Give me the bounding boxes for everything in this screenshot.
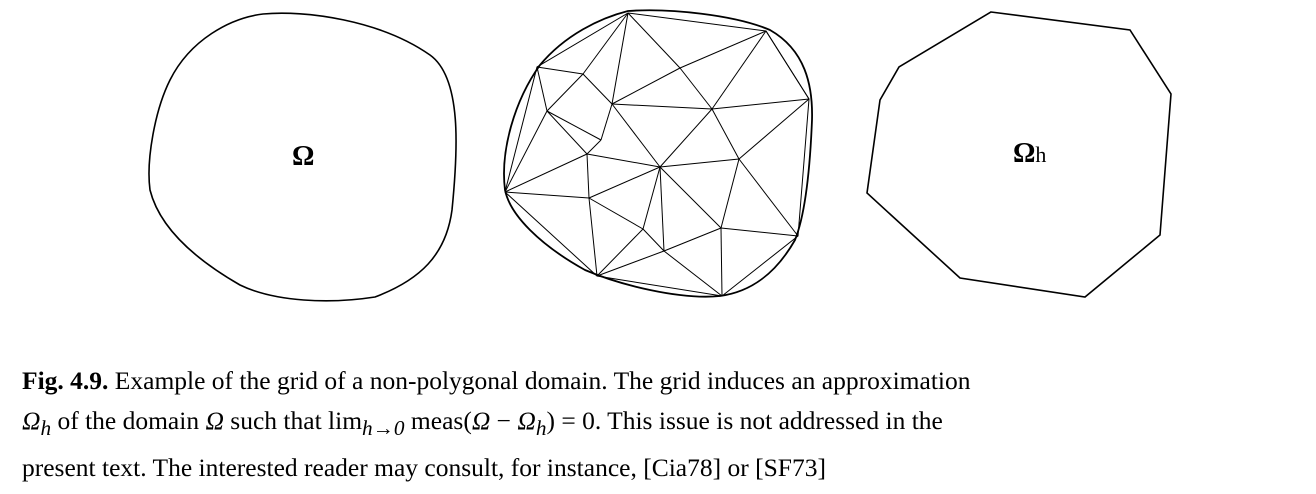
caption-minus: −	[490, 406, 518, 435]
caption-omega-h: Ω	[22, 406, 41, 435]
omega-label: Ω	[292, 141, 314, 172]
caption-meas-omega: Ω	[471, 406, 491, 435]
caption-line2-text1: of the domain	[51, 406, 206, 435]
domain-omega-h-outline	[866, 11, 1172, 298]
caption-meas-h-sub: h	[535, 416, 547, 441]
caption-line1-text: Example of the grid of a non-polygonal d…	[108, 366, 971, 395]
omega-h-label-sub: h	[1035, 142, 1046, 167]
caption-lim: lim	[328, 406, 363, 435]
caption-line-1: Fig. 4.9. Example of the grid of a non-p…	[22, 361, 1312, 401]
caption-eq: ) = 0	[546, 406, 595, 435]
caption-meas: meas(	[404, 406, 472, 435]
caption-lim-sub: h→0	[362, 416, 405, 441]
omega-h-label: Ωh	[1013, 138, 1046, 169]
omega-h-label-main: Ω	[1013, 138, 1035, 169]
caption-omega-h-sub: h	[40, 416, 52, 441]
figure-illustration: Ω	[148, 9, 1172, 302]
caption-meas-omega-h: Ω	[517, 406, 536, 435]
caption-line-2: Ωh of the domain Ω such that limh→0 meas…	[22, 401, 1312, 448]
triangulated-domain	[503, 9, 813, 298]
caption-line2-text2: such that	[223, 406, 329, 435]
caption-line2-text3: . This issue is not addressed in the	[594, 406, 943, 435]
domain-omega-outline	[148, 12, 457, 302]
triangulation-mesh	[504, 12, 810, 297]
caption-line3-text: present text. The interested reader may …	[22, 453, 826, 483]
caption-label: Fig. 4.9.	[22, 366, 109, 395]
caption-line-3: present text. The interested reader may …	[22, 448, 1312, 488]
figure-caption: Fig. 4.9. Example of the grid of a non-p…	[22, 361, 1312, 488]
caption-omega: Ω	[205, 406, 224, 435]
